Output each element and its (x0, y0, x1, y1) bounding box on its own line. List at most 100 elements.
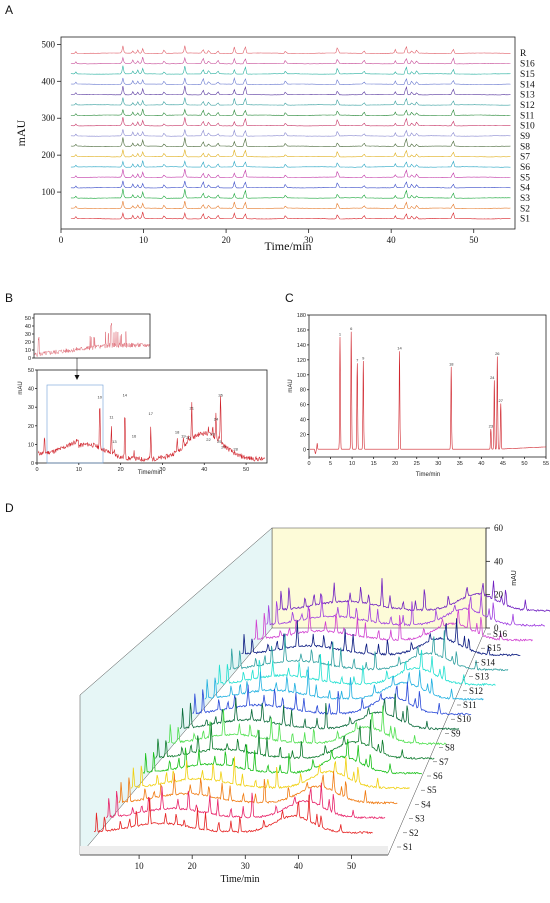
chart-b-peak-label: 25 (217, 439, 222, 444)
chart-a-series-label: S12 (520, 101, 535, 111)
panel-c-letter: C (285, 291, 294, 305)
chart-b-peak-label: 16 (132, 433, 137, 438)
chart-a-y-tick-label: 200 (42, 150, 56, 160)
chart-b-peak-label: 13 (112, 439, 117, 444)
chart-d-z-tick-label: 40 (494, 556, 504, 566)
chart-d-series-line (241, 618, 521, 657)
chart-d-series-line (142, 739, 422, 775)
chart-d-series-line (167, 705, 447, 746)
chart-b-x-tick-label: 20 (118, 467, 124, 473)
chart-b-inset-trace (34, 322, 150, 358)
chart-d-z-axis-title: mAU (511, 570, 518, 586)
chart-c-peak-label: 23 (489, 423, 494, 428)
chart-b-peak-label: 11 (109, 415, 114, 420)
chart-a-series-label: S14 (520, 80, 535, 90)
chart-b-peak-label: 17 (149, 411, 154, 416)
chart-d-series-line (106, 782, 386, 820)
panel-a-letter: A (5, 3, 13, 17)
chart-a-x-tick-label: 30 (304, 235, 314, 245)
chart-c-y-tick-label: 80 (300, 388, 306, 394)
chart-c-x-tick-label: 50 (521, 461, 527, 467)
chart-b: 0 10 20 30 40 50 0 10 20 30 40 50 0 10 20 30 40 50 10 11 1… (18, 313, 268, 476)
chart-a-series-line (70, 180, 511, 189)
chart-a-series-line (70, 108, 511, 116)
chart-c-y-tick-label: 140 (297, 343, 306, 349)
chart-b-peak-label: 23 (210, 431, 215, 436)
chart-d-series-line (204, 666, 484, 701)
chart-c-y-tick-label: 120 (297, 358, 306, 364)
chart-b-peak-label: 20 (186, 435, 191, 440)
chart-c-y-tick-label: 20 (300, 433, 306, 439)
chart-d-back-wall (271, 527, 487, 629)
chart-b-peak-label: 24 (214, 417, 219, 422)
chart-c-x-tick-label: 0 (307, 461, 310, 467)
chart-d-series-line (155, 719, 435, 760)
chart-d-series-line (93, 794, 373, 835)
chart-b-x-tick-label: 40 (201, 467, 207, 473)
chart-c-x-tick-label: 20 (392, 461, 398, 467)
chart-d-series-label: S6 (433, 771, 443, 781)
chart-a-y-axis-title: mAU (14, 119, 28, 146)
chart-a-series-label: S16 (520, 60, 535, 70)
chart-a-series-line (70, 117, 511, 127)
chart-d-series-label: S5 (427, 785, 437, 795)
chart-d-series-label: S1 (403, 842, 413, 852)
chart-c-peak-label: 14 (397, 346, 402, 351)
chart-a-series-line (70, 45, 511, 54)
chart-a-series-label: S3 (520, 194, 530, 204)
chart-b-inset-y-tick-label: 0 (28, 356, 31, 362)
chart-d-series-label: S11 (463, 700, 477, 710)
chart-b-y-tick-label: 10 (28, 442, 34, 448)
chart-a-series-line (70, 129, 511, 137)
chart-c-peak-label: 27 (499, 398, 504, 403)
chart-a-series-label: S15 (520, 70, 535, 80)
chart-d-series-line (179, 693, 460, 731)
chart-b-y-tick-label: 50 (28, 368, 34, 374)
chart-c-x-tick-label: 15 (371, 461, 377, 467)
chart-d-series-line (266, 592, 545, 627)
chart-c-trace (309, 331, 546, 455)
chart-a-series-line (70, 97, 511, 106)
chart-a-y-tick-label: 500 (42, 39, 56, 49)
chart-b-x-tick-label: 10 (76, 467, 82, 473)
chart-c-peak-label: 24 (490, 375, 495, 380)
chart-a-x-tick-label: 20 (222, 235, 232, 245)
chart-c-frame (308, 314, 547, 458)
chart-c-x-tick-label: 45 (500, 461, 506, 467)
chart-c-y-tick-label: 180 (297, 313, 306, 319)
chart-c-peak-label: 1 (339, 331, 342, 336)
chart-a-series-label: R (520, 49, 527, 59)
chart-d-series-label: S9 (451, 728, 461, 738)
chart-a-series-label: S6 (520, 163, 530, 173)
chart-d-z-tick-label: 20 (494, 590, 504, 600)
chart-d-series-label: S10 (457, 714, 472, 724)
chart-d-side-wall (79, 527, 273, 856)
chart-b-y-tick-label: 30 (28, 405, 34, 411)
chart-b-peak-label: 26 (218, 392, 223, 397)
chart-d: 10 20 30 40 50 0 20 40 60 S1 S2 S3 S4 S5 S6 S7 S8 S9 S10 S… (79, 523, 550, 885)
chart-d-series-label: S14 (481, 657, 496, 667)
chart-a-series-line (70, 211, 511, 220)
chart-d-x-tick-label: 30 (241, 861, 251, 871)
panel-d-letter: D (5, 501, 14, 515)
chart-d-depth-axis-line (387, 627, 487, 856)
chart-c-y-tick-label: 100 (297, 373, 306, 379)
chart-d-series-label: S13 (475, 672, 490, 682)
chart-c: 0 5 10 15 20 25 30 35 40 45 50 55 0 20 40 60 80 100 120 140… (288, 313, 549, 478)
chart-a-series-line (70, 200, 511, 209)
chart-a-series-line (70, 56, 511, 65)
chart-a-series-label: S8 (520, 142, 530, 152)
chart-b-inset-y-tick-label: 40 (25, 324, 31, 330)
chart-d-x-axis-title: Time/min (220, 874, 259, 885)
chart-d-series-label: S4 (421, 799, 431, 809)
chart-b-peak-label: 18 (175, 430, 180, 435)
chart-b-x-tick-label: 50 (243, 467, 249, 473)
chart-b-y-tick-label: 20 (28, 424, 34, 430)
chart-d-series-label: S16 (493, 629, 508, 639)
chart-a-x-tick-label: 40 (387, 235, 397, 245)
chart-a-series-line (70, 160, 511, 168)
chart-a-x-tick-label: 0 (59, 235, 64, 245)
chart-a-series-label: S7 (520, 153, 530, 163)
chart-d-series-line (278, 578, 550, 613)
